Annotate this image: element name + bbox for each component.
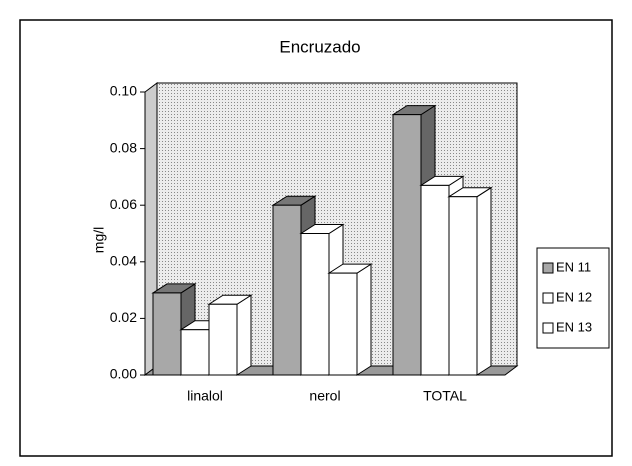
- bar-side: [236, 294, 252, 376]
- legend-label: EN 13: [556, 319, 592, 334]
- legend-label: EN 12: [556, 289, 592, 304]
- x-tick-label: linalol: [187, 388, 223, 404]
- bar: [180, 329, 210, 376]
- bar: [448, 196, 478, 376]
- y-tick-label: 0.00: [110, 366, 137, 382]
- bar: [328, 272, 358, 376]
- legend-swatch: [542, 322, 554, 334]
- bar: [272, 204, 302, 376]
- bar: [208, 303, 238, 376]
- y-tick-label: 0.06: [110, 196, 137, 212]
- bar: [300, 233, 330, 376]
- x-tick-label: nerol: [309, 388, 340, 404]
- bar: [152, 292, 182, 376]
- chart-title: Encruzado: [279, 37, 360, 56]
- legend-label: EN 11: [556, 259, 591, 274]
- bar-side: [476, 186, 492, 376]
- legend-swatch: [542, 292, 554, 304]
- y-tick-label: 0.08: [110, 139, 137, 155]
- x-tick-label: TOTAL: [423, 388, 467, 404]
- legend-swatch: [542, 262, 554, 274]
- y-tick-label: 0.04: [110, 253, 137, 269]
- bar: [420, 184, 450, 376]
- y-tick-label: 0.10: [110, 83, 137, 99]
- bar-side: [356, 263, 372, 376]
- bar: [392, 114, 422, 376]
- y-tick-label: 0.02: [110, 309, 137, 325]
- y-axis-label: mg/l: [91, 227, 107, 253]
